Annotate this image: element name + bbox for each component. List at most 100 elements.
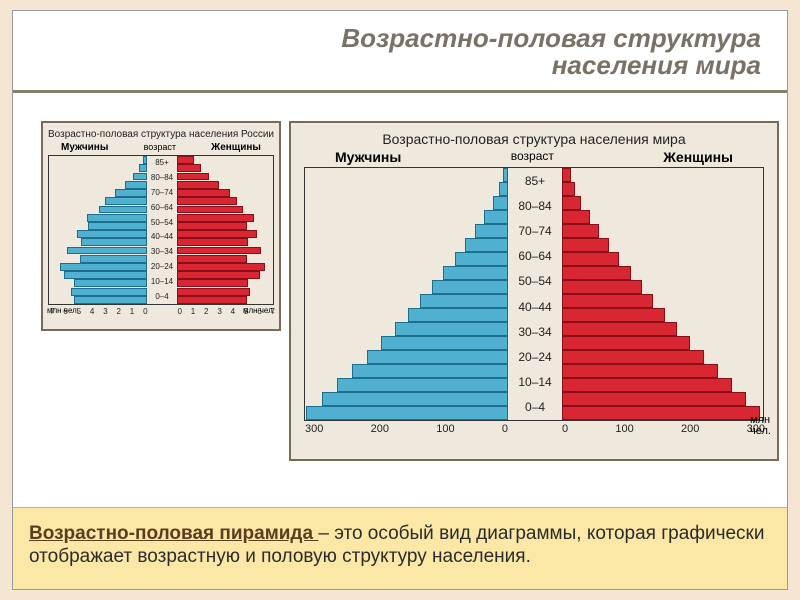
male-bar [74, 279, 147, 287]
male-bar [99, 206, 147, 214]
slide-frame: Возрастно-половая структура населения ми… [12, 10, 788, 590]
male-bar [88, 222, 147, 230]
russia-labels: Мужчины возраст Женщины [47, 142, 275, 153]
russia-pyramid: 85+80–8470–7460–6450–5440–4430–3420–2410… [48, 155, 274, 305]
male-bar [432, 280, 508, 294]
female-bar [562, 224, 599, 238]
title-area: Возрастно-половая структура населения ми… [13, 11, 787, 93]
x-tick: 1 [130, 307, 134, 316]
world-male-label: Мужчины [335, 149, 401, 165]
male-bar [395, 322, 508, 336]
female-bar [177, 214, 254, 222]
russia-male-label: Мужчины [61, 142, 108, 153]
female-bar [177, 255, 247, 263]
world-unit: млн чел. [750, 415, 771, 437]
female-bar [177, 173, 209, 181]
x-tick: 3 [217, 307, 221, 316]
age-tick: 0–4 [508, 401, 562, 413]
male-bar [465, 238, 508, 252]
female-bar [562, 322, 677, 336]
female-bar [177, 181, 219, 189]
female-bar [177, 288, 250, 296]
female-bar [562, 252, 619, 266]
russia-age-label: возраст [144, 142, 176, 153]
x-tick: 4 [231, 307, 235, 316]
male-bar [322, 392, 509, 406]
male-bar [499, 182, 508, 196]
age-tick: 80–84 [147, 174, 177, 182]
x-tick: 100 [436, 423, 454, 435]
female-bar [562, 364, 718, 378]
male-bar [139, 164, 147, 172]
age-tick: 10–14 [508, 376, 562, 388]
x-tick: 0 [177, 307, 181, 316]
age-tick: 60–64 [508, 250, 562, 262]
russia-female-label: Женщины [211, 142, 261, 153]
definition-text: Возрастно-половая пирамида – это особый … [29, 522, 771, 570]
russia-unit-left: млн чел. [47, 306, 79, 315]
male-bar [81, 238, 147, 246]
female-bar [562, 378, 732, 392]
male-bar [381, 336, 508, 350]
x-tick: 3 [103, 307, 107, 316]
world-title: Возрастно-половая структура населения ми… [299, 131, 769, 147]
female-bar [562, 336, 690, 350]
world-female-label: Женщины [663, 149, 733, 165]
definition-term: Возрастно-половая пирамида [29, 523, 318, 544]
female-bar [562, 196, 581, 210]
age-tick: 40–44 [508, 301, 562, 313]
world-panel: Возрастно-половая структура населения ми… [289, 121, 779, 461]
male-bar [105, 197, 147, 205]
x-tick: 200 [681, 423, 699, 435]
female-bar [562, 210, 590, 224]
male-bar [115, 189, 147, 197]
female-bar [177, 263, 265, 271]
world-axis: 30020010000100200300 [299, 423, 769, 435]
female-bar [177, 296, 247, 304]
male-bar [420, 294, 508, 308]
world-pyramid: 85+80–8470–7460–6450–5440–4430–3420–2410… [304, 167, 764, 421]
male-bar [367, 350, 508, 364]
x-tick: 2 [116, 307, 120, 316]
age-tick: 70–74 [508, 225, 562, 237]
x-tick: 200 [371, 423, 389, 435]
male-bar [306, 406, 508, 420]
male-bar [71, 288, 147, 296]
slide-title: Возрастно-половая структура населения ми… [39, 25, 761, 80]
x-tick: 4 [90, 307, 94, 316]
female-bar [562, 168, 571, 182]
female-bar [177, 271, 260, 279]
male-bar [125, 181, 147, 189]
age-tick: 30–34 [147, 248, 177, 256]
male-bar [87, 214, 147, 222]
male-bar [64, 271, 147, 279]
world-age-col: 85+80–8470–7460–6450–5440–4430–3420–2410… [508, 168, 562, 420]
male-bar [408, 308, 508, 322]
russia-female-half [177, 156, 275, 304]
age-tick: 20–24 [147, 263, 177, 271]
female-bar [177, 164, 201, 172]
age-tick: 60–64 [147, 204, 177, 212]
charts-row: Возрастно-половая структура населения Ро… [41, 121, 779, 461]
female-bar [177, 189, 230, 197]
male-bar [337, 378, 508, 392]
age-tick: 50–54 [147, 219, 177, 227]
world-age-label: возраст [511, 149, 554, 165]
age-tick: 85+ [508, 175, 562, 187]
x-tick: 100 [615, 423, 633, 435]
female-bar [177, 206, 243, 214]
female-bar [177, 247, 261, 255]
male-bar [133, 173, 147, 181]
title-line-1: Возрастно-половая структура [341, 23, 761, 53]
female-bar [177, 279, 248, 287]
male-bar [484, 210, 508, 224]
age-tick: 30–34 [508, 326, 562, 338]
male-bar [60, 263, 147, 271]
female-bar [177, 238, 248, 246]
male-bar [74, 296, 147, 304]
female-bar [177, 222, 247, 230]
world-labels: Мужчины возраст Женщины [299, 149, 769, 165]
female-bar [177, 197, 237, 205]
x-tick: 2 [204, 307, 208, 316]
russia-age-col: 85+80–8470–7460–6450–5440–4430–3420–2410… [147, 156, 177, 304]
